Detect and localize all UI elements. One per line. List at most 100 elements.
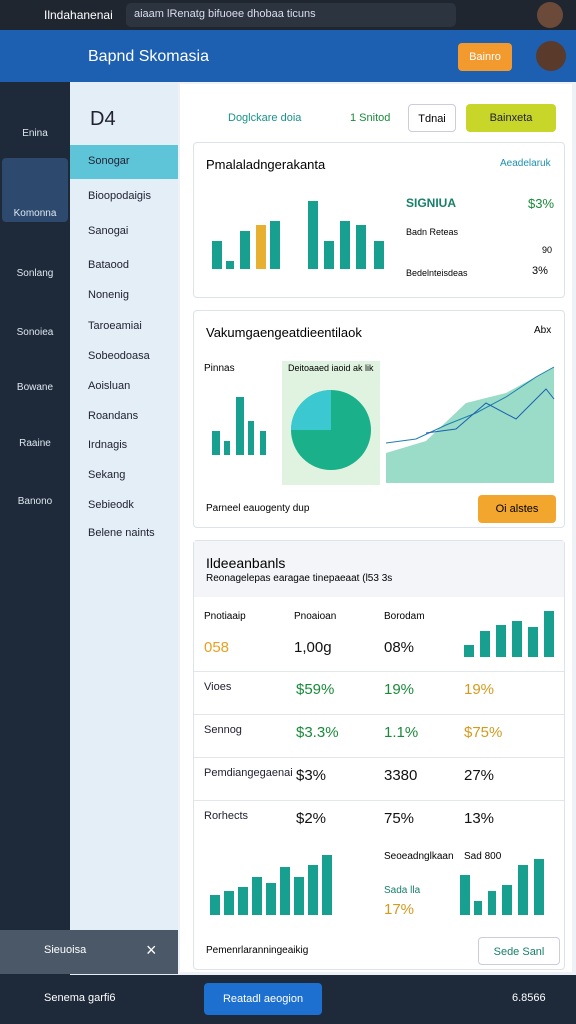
sidebar: D4 Sonogar Bioopodaigis Sanogai Bataood None…: [70, 82, 178, 975]
left-nav: Enina Komonna Sonlang Sonoiea Bowane Raaine B…: [0, 82, 70, 975]
chart-label: Pinnas: [204, 363, 235, 374]
sidebar-item[interactable]: Sekang: [88, 469, 126, 481]
card-head: [194, 541, 564, 597]
card-title: Pmalaladngerakanta: [206, 157, 326, 172]
active-item: [70, 145, 178, 179]
card-subtitle: Reonagelepas earagae tinepaeaat (l53 3s: [206, 573, 393, 584]
nav-label[interactable]: Raaine: [19, 438, 51, 449]
sidebar-title: D4: [90, 108, 116, 130]
cell: $3.3%: [296, 724, 339, 741]
url: aiaam lRenatg bifuoee dhobaa ticuns: [134, 8, 316, 20]
summary-value: 08%: [384, 639, 415, 656]
column-header: Pnoaioan: [294, 611, 337, 622]
mini-title: Seoeadnglkaan: [384, 851, 454, 862]
card-footer: Parneel eauogenty dup: [206, 503, 310, 514]
area-chart: [386, 366, 555, 483]
bottom-label: Senema garfi6: [44, 992, 116, 1004]
avatar[interactable]: [537, 2, 563, 28]
column-header: Borodam: [384, 611, 425, 622]
bottom-button[interactable]: Reatadl aeogion: [204, 983, 322, 1015]
row-divider: [194, 714, 564, 715]
cell: $59%: [296, 681, 335, 698]
card-link[interactable]: Aeadelaruk: [500, 158, 551, 169]
nav-label[interactable]: Bowane: [16, 382, 54, 393]
row-divider: [194, 800, 564, 801]
nav-label[interactable]: Sonoiea: [16, 327, 54, 338]
stat-label: SIGNIUA: [406, 196, 457, 210]
bottom-status: 6.8566: [512, 992, 546, 1004]
cell: 13%: [464, 810, 495, 827]
cell: 75%: [384, 810, 415, 827]
card-title: Vakumgaengeatdieentilaok: [206, 325, 362, 340]
sidebar-item[interactable]: Nonenig: [88, 289, 129, 301]
toolbar-primary[interactable]: Bainxeta: [466, 104, 556, 132]
toolbar-label: Doglckare doia: [228, 112, 302, 124]
card-button[interactable]: Sede Sanl: [478, 937, 560, 965]
mini-pct: 17%: [384, 901, 415, 918]
card-title: Ildeeanbanls: [206, 555, 286, 571]
row-label: Vioes: [204, 681, 232, 693]
mini-bars: [212, 397, 266, 455]
summary-value: 1,00g: [294, 639, 332, 656]
cell: 1.1%: [384, 724, 419, 741]
cell: 19%: [384, 681, 415, 698]
sidebar-item[interactable]: Irdnagis: [88, 439, 128, 451]
cell: 27%: [464, 767, 495, 784]
sidebar-item[interactable]: Bioopodaigis: [88, 190, 151, 202]
toolbar-button[interactable]: Tdnai: [408, 104, 456, 132]
pie: [291, 390, 371, 470]
sidebar-item[interactable]: Sanogai: [88, 225, 129, 237]
close[interactable]: ×: [146, 940, 157, 960]
card-1: Pmalaladngerakanta Aeadelaruk SIGNIUA $3…: [193, 142, 565, 298]
mini-value: Sad 800: [464, 851, 502, 862]
nav-label[interactable]: Banono: [17, 496, 53, 507]
row-label: Bedelnteisdeas: [406, 268, 468, 278]
mini-bars: [212, 201, 384, 269]
nav-label[interactable]: Sonlang: [16, 268, 54, 279]
cell: $75%: [464, 724, 503, 741]
header: Bapnd Skomasia Bainro: [0, 30, 576, 82]
header-avatar[interactable]: [536, 41, 566, 71]
column-header: Pnotiaaip: [204, 611, 246, 622]
header-button[interactable]: Bainro: [458, 43, 512, 71]
cell: $2%: [296, 810, 327, 827]
url-field[interactable]: aiaam lRenatg bifuoee dhobaa ticuns: [126, 3, 456, 27]
row-label: Badn Reteas: [406, 227, 459, 237]
mini-label: Sada lla: [384, 885, 421, 896]
toast[interactable]: Sieuoisa ×: [0, 930, 178, 974]
cell: 3380: [384, 767, 418, 784]
badge: Abx: [534, 325, 552, 336]
sidebar-item[interactable]: Taroeamiai: [88, 320, 142, 332]
card-2: Vakumgaengeatdieentilaok Abx Pinnas Deit…: [193, 310, 565, 528]
sidebar-item[interactable]: Roandans: [88, 410, 139, 422]
sidebar-item[interactable]: Belene naints: [88, 527, 155, 539]
row-divider: [194, 757, 564, 758]
mini-bars: [460, 859, 544, 915]
sidebar-item[interactable]: Bataood: [88, 259, 129, 271]
active-nav: [2, 158, 68, 222]
sidebar-item[interactable]: Sobeodoasa: [88, 350, 150, 362]
row-divider: [194, 671, 564, 672]
row-value: 3%: [532, 265, 548, 277]
sidebar-item[interactable]: Sebieodk: [88, 499, 134, 511]
summary-value: 058: [204, 639, 230, 656]
card-button[interactable]: Oi alstes: [478, 495, 556, 523]
mini-bars: [464, 611, 554, 657]
browser-bar: Ilndahanenai aiaam lRenatg bifuoee dhoba…: [0, 0, 576, 30]
logo-label: Enina: [22, 128, 48, 139]
bottom-bar: Senema garfi6 Reatadl aeogion 6.8566: [0, 975, 576, 1024]
toolbar-status: 1 Snitod: [350, 112, 391, 124]
nav-label[interactable]: Komonna: [13, 208, 57, 219]
card-footer: Pemenrlaranningeaikig: [206, 945, 309, 956]
cell: $3%: [296, 767, 327, 784]
sidebar-item[interactable]: Sonogar: [88, 155, 130, 167]
row-label: Sennog: [204, 724, 242, 736]
toast-text: Sieuoisa: [44, 944, 87, 956]
cell: 19%: [464, 681, 495, 698]
mini-bars: [210, 855, 332, 915]
header-title: Bapnd Skomasia: [88, 48, 209, 65]
sidebar-item[interactable]: Aoisluan: [88, 380, 131, 392]
card-3: Ildeeanbanls Reonagelepas earagae tinepa…: [193, 540, 565, 970]
row-value: 90: [542, 245, 553, 255]
